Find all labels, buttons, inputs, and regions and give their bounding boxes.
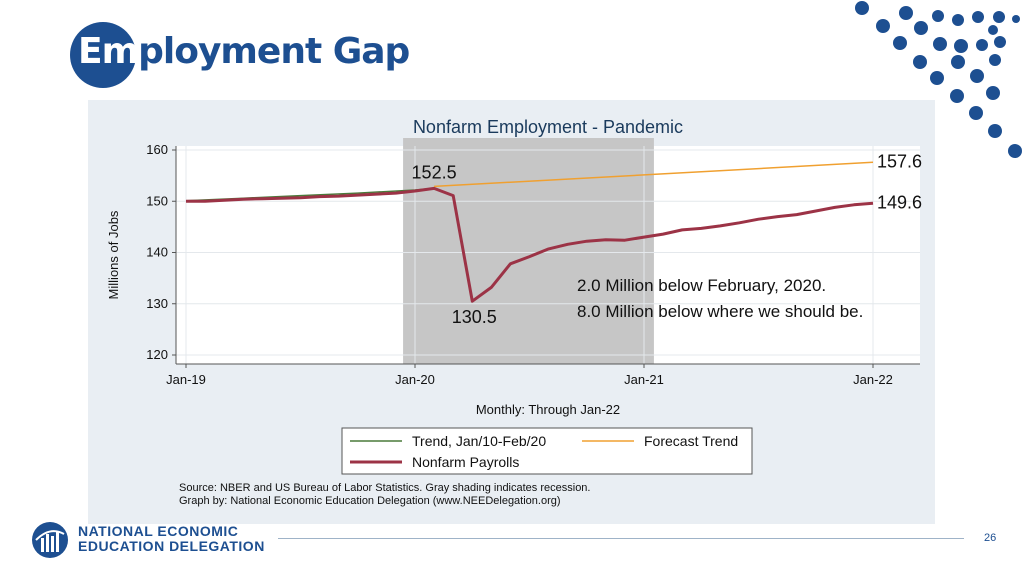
data-label-149.6: 149.6 (877, 192, 922, 212)
y-tick-label-120: 120 (146, 347, 168, 362)
series-forecast-trend-line (434, 161, 874, 188)
y-tick-labels: 120 130 140 150 160 (146, 142, 176, 362)
legend-label-payrolls: Nonfarm Payrolls (412, 454, 519, 470)
logo-line-1: NATIONAL ECONOMIC (78, 523, 239, 539)
slide-title-first: Em (78, 31, 139, 72)
logo-line-2: EDUCATION DELEGATION (78, 538, 265, 554)
slide-title-rest: ployment Gap (138, 31, 410, 72)
logo-emblem-icon (32, 522, 68, 558)
y-tick-label-140: 140 (146, 245, 168, 260)
slide-title: Employment Gap (78, 31, 410, 72)
x-tick-label-1: Jan-20 (395, 372, 435, 387)
chart-title: Nonfarm Employment - Pandemic (413, 117, 683, 137)
footer-divider (278, 538, 964, 539)
data-labels: 152.5 130.5 157.6 149.6 (412, 151, 922, 327)
gap-annotation: 2.0 Million below February, 2020. 8.0 Mi… (577, 273, 937, 325)
series-nonfarm-payrolls-line (186, 186, 874, 303)
data-label-157.6: 157.6 (877, 151, 922, 171)
y-axis-label: Millions of Jobs (106, 210, 121, 299)
legend-label-trend: Trend, Jan/10-Feb/20 (412, 433, 546, 449)
y-tick-label-160: 160 (146, 142, 168, 157)
recession-shading (403, 138, 654, 364)
nonfarm-employment-chart: Nonfarm Employment - Pandemic 1201301401… (106, 117, 922, 507)
data-label-130.5: 130.5 (452, 307, 497, 327)
x-tick-label-3: Jan-22 (853, 372, 893, 387)
page-number: 26 (984, 532, 997, 544)
data-label-152.5: 152.5 (412, 162, 457, 182)
credit-note: Graph by: National Economic Education De… (179, 495, 561, 507)
title-circle-accent (70, 22, 136, 88)
chart-figure: Nonfarm Employment - Pandemic 120 130 140 1… (88, 100, 935, 524)
gridlines (176, 146, 920, 364)
y-tick-label-150: 150 (146, 193, 168, 208)
decorative-dots (855, 1, 1022, 158)
x-tick-label-0: Jan-19 (166, 372, 206, 387)
logo-wordmark: NATIONAL ECONOMIC EDUCATION DELEGATION (78, 524, 265, 554)
legend-label-forecast: Forecast Trend (644, 433, 738, 449)
annotation-line-2: 8.0 Million below where we should be. (577, 302, 864, 321)
need-logo: NATIONAL ECONOMIC EDUCATION DELEGATION (30, 518, 280, 562)
series-lines (185, 161, 874, 303)
legend-box (341, 427, 753, 475)
x-tick-label-2: Jan-21 (624, 372, 664, 387)
source-note: Source: NBER and US Bureau of Labor Stat… (179, 482, 591, 494)
legend: Trend, Jan/10-Feb/20 Forecast Trend Nonf… (341, 427, 753, 475)
annotation-line-1: 2.0 Million below February, 2020. (577, 276, 827, 295)
x-tick-labels: Jan-19 Jan-20 Jan-21 Jan-22 (166, 364, 893, 387)
x-axis-label: Monthly: Through Jan-22 (476, 402, 620, 417)
y-tick-label-130: 130 (146, 296, 168, 311)
